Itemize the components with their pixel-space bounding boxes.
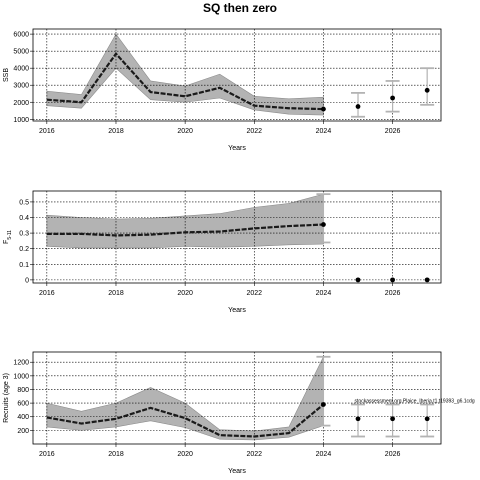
x-tick-label: 2024 bbox=[316, 290, 332, 297]
y-tick-label: 0.3 bbox=[19, 231, 29, 238]
y-tick-label: 0.4 bbox=[19, 215, 29, 222]
x-axis-label: Years bbox=[228, 307, 246, 314]
data-point bbox=[321, 222, 326, 227]
projection-point bbox=[390, 277, 395, 283]
y-tick-label: 5000 bbox=[13, 49, 29, 56]
projection-point bbox=[355, 104, 361, 109]
projection-point bbox=[390, 416, 395, 422]
y-tick-label: 0.2 bbox=[19, 246, 29, 253]
x-tick-label: 2016 bbox=[39, 451, 55, 458]
x-tick-label: 2022 bbox=[246, 128, 262, 135]
median-line bbox=[46, 51, 324, 111]
x-tick-label: 2024 bbox=[316, 128, 332, 135]
x-tick-label: 2018 bbox=[108, 451, 124, 458]
panel-ssb: 2016 2018 2020 2022 2024 2026 1000 2000 3000 4000… bbox=[3, 28, 442, 152]
figure-title: SQ then zero bbox=[203, 1, 277, 15]
x-tick-label: 2018 bbox=[108, 128, 124, 135]
y-tick-label: 6000 bbox=[13, 32, 29, 39]
y-tick-label: 4000 bbox=[13, 66, 29, 73]
x-tick-label: 2026 bbox=[385, 128, 401, 135]
x-tick-label: 2018 bbox=[108, 290, 124, 297]
y-tick-label: 0 bbox=[25, 277, 29, 284]
panel-recruits: 2016 2018 2020 2022 2024 2026 200 400 600 800 1000… bbox=[3, 351, 475, 475]
y-tick-label: 1000 bbox=[13, 117, 29, 124]
x-tick-label: 2020 bbox=[177, 451, 193, 458]
annotation-text: stockassessment.org.Plaice_Iberia.t1.t19… bbox=[355, 398, 475, 404]
y-axis-label: Recruits (age 3) bbox=[3, 373, 10, 423]
panel-f: 2016 2018 2020 2022 2024 2026 0 0.1 0.2 0.3 0.4 0.5… bbox=[3, 190, 442, 314]
plot-frame bbox=[32, 351, 442, 445]
x-tick-label: 2016 bbox=[39, 128, 55, 135]
y-tick-label: 200 bbox=[17, 428, 29, 435]
y-axis-label: F5-11 bbox=[3, 230, 13, 244]
plot-frame bbox=[32, 28, 442, 122]
x-tick-label: 2026 bbox=[385, 451, 401, 458]
x-tick-label: 2026 bbox=[385, 290, 401, 297]
y-axis-label-subscript: 5-11 bbox=[7, 230, 13, 240]
y-tick-label: 3000 bbox=[13, 83, 29, 90]
y-tick-label: 600 bbox=[17, 401, 29, 408]
y-tick-label: 1000 bbox=[13, 373, 29, 380]
median-line bbox=[46, 403, 325, 438]
projection-point bbox=[355, 277, 361, 283]
x-tick-label: 2024 bbox=[316, 451, 332, 458]
y-tick-label: 2000 bbox=[13, 100, 29, 107]
x-tick-label: 2020 bbox=[177, 290, 193, 297]
plot-frame bbox=[32, 190, 442, 284]
median-line bbox=[46, 223, 324, 237]
x-axis-label: Years bbox=[228, 468, 246, 475]
x-tick-label: 2020 bbox=[177, 128, 193, 135]
y-axis-label: SSB bbox=[3, 68, 10, 82]
x-tick-label: 2022 bbox=[246, 451, 262, 458]
y-tick-label: 800 bbox=[17, 387, 29, 394]
data-point bbox=[321, 106, 326, 112]
projection-point bbox=[424, 277, 430, 283]
x-tick-label: 2016 bbox=[39, 290, 55, 297]
projection-point bbox=[355, 416, 361, 422]
data-point bbox=[321, 402, 326, 407]
projection-point bbox=[424, 87, 430, 93]
y-tick-label: 1200 bbox=[13, 360, 29, 367]
x-tick-label: 2022 bbox=[246, 290, 262, 297]
y-tick-label: 0.5 bbox=[19, 199, 29, 206]
projection-point bbox=[424, 416, 430, 422]
y-tick-label: 400 bbox=[17, 414, 29, 421]
x-axis-label: Years bbox=[228, 145, 246, 152]
projection-point bbox=[390, 95, 395, 101]
y-tick-label: 0.1 bbox=[19, 262, 29, 269]
